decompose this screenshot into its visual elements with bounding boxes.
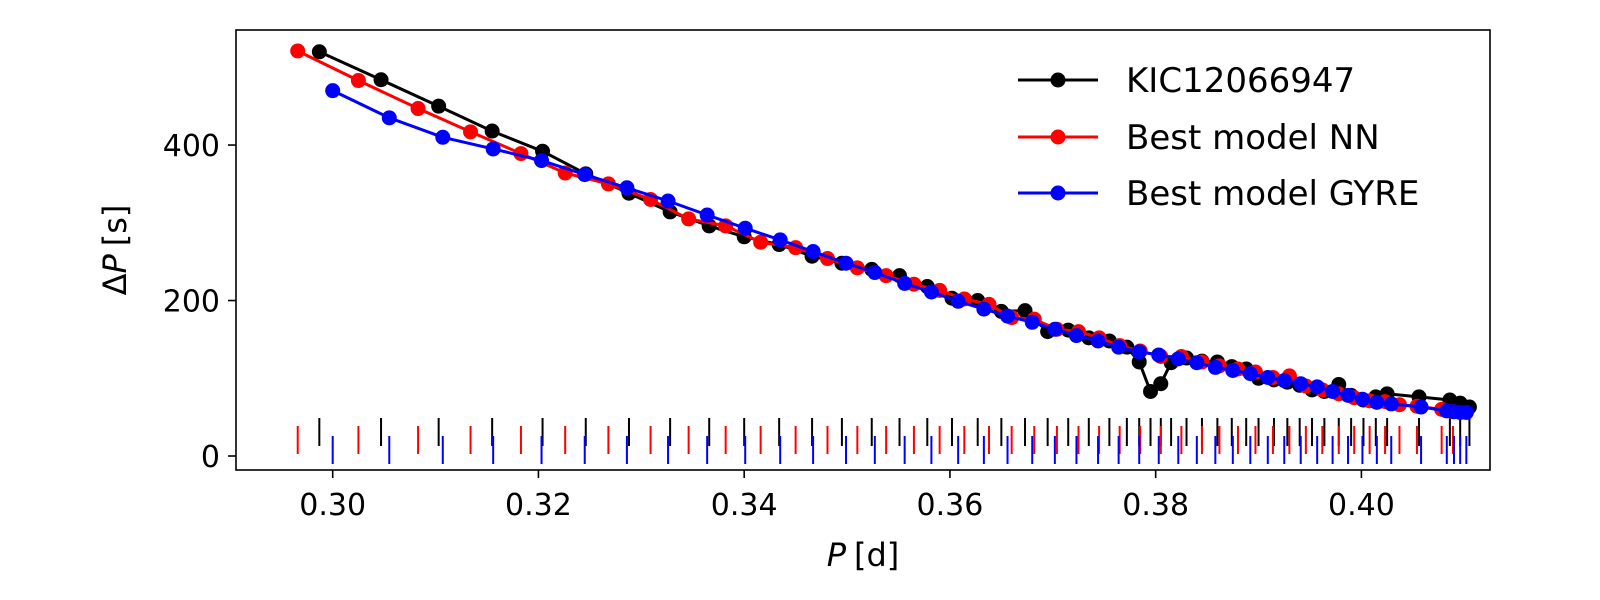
y-axis-label: ΔP[s] [96,205,134,296]
data-point [325,83,341,99]
data-point [1143,383,1159,399]
data-point [753,234,769,250]
data-point [1111,339,1127,355]
x-axis-label: P [d] [827,536,900,574]
legend-marker-kic12066947 [1050,72,1066,88]
data-point [681,211,697,227]
y-tick-label: 0 [201,440,220,475]
data-point [1242,366,1258,382]
legend-entry-kic12066947: KIC12066947 [1018,61,1355,101]
x-tick-label: 0.36 [917,488,984,523]
legend-label-kic12066947: KIC12066947 [1126,61,1355,101]
series-best-model-gyre [325,83,1474,420]
data-point [1131,344,1147,360]
data-point [1325,383,1341,399]
data-point [1354,391,1370,407]
data-point [1369,394,1385,410]
data-point [1383,396,1399,412]
x-tick-label: 0.34 [711,488,778,523]
data-point [431,98,447,114]
data-point [1151,347,1167,363]
data-point [290,43,306,59]
data-point [976,301,992,317]
data-point [577,167,593,183]
data-point [950,293,966,309]
legend-marker-best-model-gyre [1050,185,1066,201]
data-point [1207,359,1223,375]
rug-ticks [296,418,1471,464]
data-point [1225,362,1241,378]
data-point [484,123,500,139]
data-point [660,193,676,209]
legend-label-best-model-nn: Best model NN [1126,118,1380,158]
x-tick-label: 0.40 [1328,488,1395,523]
x-tick-label: 0.38 [1122,488,1189,523]
data-point [1047,321,1063,337]
data-point [1090,333,1106,349]
data-point [311,44,327,60]
data-point [1024,314,1040,330]
data-point [1413,399,1429,415]
data-point [381,110,397,126]
legend: KIC12066947 Best model NN Best model GYR… [1018,61,1419,214]
y-axis: 0 200 400 [163,129,236,475]
data-point [805,244,821,260]
data-point [485,141,501,157]
data-point [1189,355,1205,371]
legend-label-best-model-gyre: Best model GYRE [1126,174,1419,214]
data-point [1276,373,1292,389]
x-tick-label: 0.32 [505,488,572,523]
data-point [1340,387,1356,403]
data-point [435,129,451,145]
data-point [1309,379,1325,395]
data-point [1260,369,1276,385]
data-point [1000,308,1016,324]
data-point [897,275,913,291]
plot-frame [235,29,1491,471]
x-tick-label: 0.30 [299,488,366,523]
data-point [619,180,635,196]
data-point [923,284,939,300]
data-point [1293,376,1309,392]
data-point [1153,376,1169,392]
data-point [463,124,479,140]
data-point [350,73,366,89]
data-point [1458,404,1474,420]
data-point [410,101,426,117]
data-point [737,220,753,236]
data-point [772,232,788,248]
legend-marker-best-model-nn [1050,129,1066,145]
data-point [1170,351,1186,367]
data-point [699,207,715,223]
y-tick-label: 200 [163,285,220,320]
legend-entry-best-model-gyre: Best model GYRE [1018,174,1419,214]
data-point [838,255,854,271]
legend-entry-best-model-nn: Best model NN [1018,118,1380,158]
data-point [373,72,389,88]
data-point [867,265,883,281]
data-point [534,153,550,169]
series-layer [290,43,1477,420]
x-axis: 0.30 0.32 0.34 0.36 0.38 0.40 [299,470,1395,523]
y-tick-label: 400 [163,129,220,164]
data-point [1068,328,1084,344]
